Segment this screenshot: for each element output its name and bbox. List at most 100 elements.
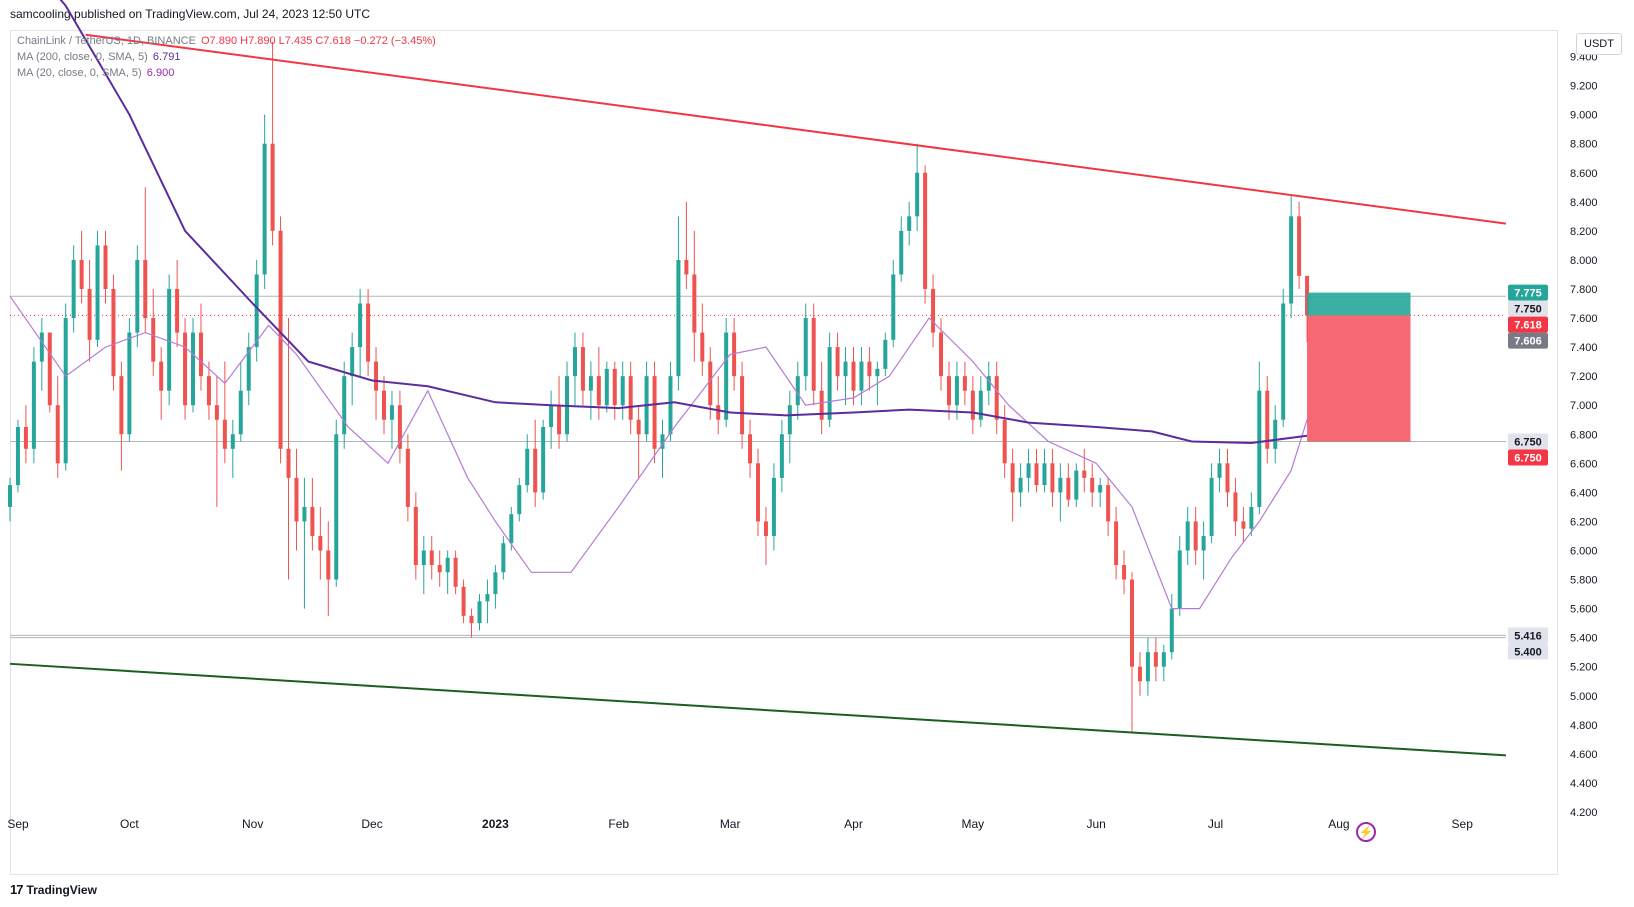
candle-body [270,143,275,231]
legend-ma200-label: MA (200, close, 0, SMA, 5) [17,51,148,63]
tradingview-logo-icon: 17 [10,882,24,897]
candle-body [1034,463,1039,486]
candle-body [469,615,474,624]
candle-body [79,259,84,289]
candle-body [541,427,546,493]
chart-frame [10,30,1558,875]
candle-body [55,405,60,464]
candle-body [795,376,800,406]
x-tick-label: May [962,817,985,831]
candle-body [1082,470,1087,478]
candle-body [238,390,243,435]
candle-body [206,376,211,406]
price-label-text: 7.750 [1514,304,1542,316]
candle-body [803,318,808,377]
candle-body [87,288,92,340]
x-tick-label: Sep [7,817,29,831]
candle-body [1281,303,1286,420]
tradingview-logo[interactable]: 17 TradingView [10,882,97,897]
candle-body [278,230,283,449]
candle-body [1193,521,1198,551]
candle-body [1249,506,1254,529]
candle-body [159,361,164,391]
candle-body [350,347,355,377]
candle-body [517,485,522,515]
candle-body [867,361,872,377]
candle-body [660,434,665,449]
candle-body [970,390,975,420]
legend-symbol-row: ChainLink / TetherUS, 1D, BINANCE O7.890… [17,33,438,49]
y-tick-label: 7.400 [1570,342,1598,354]
candle-body [620,376,625,406]
candle-body [63,318,68,464]
candle-body [493,572,498,595]
candle-body [652,376,657,449]
candle-body [151,318,156,362]
candle-body [183,332,188,406]
candle-body [1185,521,1190,551]
candle-body [397,405,402,449]
y-tick-label: 6.600 [1570,458,1598,470]
price-label-box [1508,643,1548,660]
y-tick-label: 9.000 [1570,110,1598,122]
y-tick-label: 8.600 [1570,168,1598,180]
candle-body [883,339,888,369]
legend-ma20-value: 6.900 [146,67,175,79]
candle-body [954,376,959,406]
candle-body [389,405,394,420]
candle-body [549,405,554,427]
candle-body [95,245,100,340]
candle-body [962,376,967,391]
candle-body [135,259,140,333]
candle-body [1090,477,1095,493]
candle-body [525,448,530,486]
candle-body [421,550,426,566]
candle-body [318,535,323,551]
candle-body [15,427,20,486]
candle-body [326,550,331,580]
y-tick-label: 8.200 [1570,226,1598,238]
x-tick-label: Sep [1452,817,1474,831]
currency-unit-button[interactable]: USDT [1576,33,1622,55]
candle-body [262,143,267,275]
y-tick-label: 5.800 [1570,575,1598,587]
candle-body [748,434,753,464]
candle-body [1002,419,1007,464]
candle-body [572,347,577,377]
candle-body [222,419,227,449]
candle-body [1010,463,1015,493]
candle-body [891,274,896,340]
candle-body [230,434,235,449]
candle-body [1114,521,1119,566]
candle-body [716,405,721,420]
candle-body [628,376,633,420]
candle-body [1297,216,1302,276]
candle-body [246,347,251,391]
candle-body [501,543,506,573]
candle-body [1257,390,1262,507]
candle-body [1026,463,1031,478]
candle-body [1145,652,1150,682]
candle-body [1265,390,1270,449]
lightning-icon[interactable]: ⚡ [1356,822,1376,842]
y-tick-label: 9.200 [1570,81,1598,93]
x-tick-label: Jul [1208,817,1223,831]
candle-body [843,361,848,377]
candle-body [923,172,928,289]
price-label-box [1508,284,1548,301]
y-tick-label: 7.800 [1570,284,1598,296]
candle-body [1066,477,1071,500]
price-label-text: 7.618 [1514,320,1542,332]
candle-body [811,318,816,391]
x-tick-label: 2023 [482,817,509,831]
x-tick-label: Jun [1087,817,1106,831]
candle-body [1169,608,1174,653]
candle-body [740,376,745,435]
candle-body [859,361,864,391]
published-header: samcooling published on TradingView.com,… [10,7,370,21]
candle-body [429,550,434,566]
y-tick-label: 8.400 [1570,197,1598,209]
price-label-text: 5.416 [1514,630,1542,642]
candle-body [787,405,792,435]
